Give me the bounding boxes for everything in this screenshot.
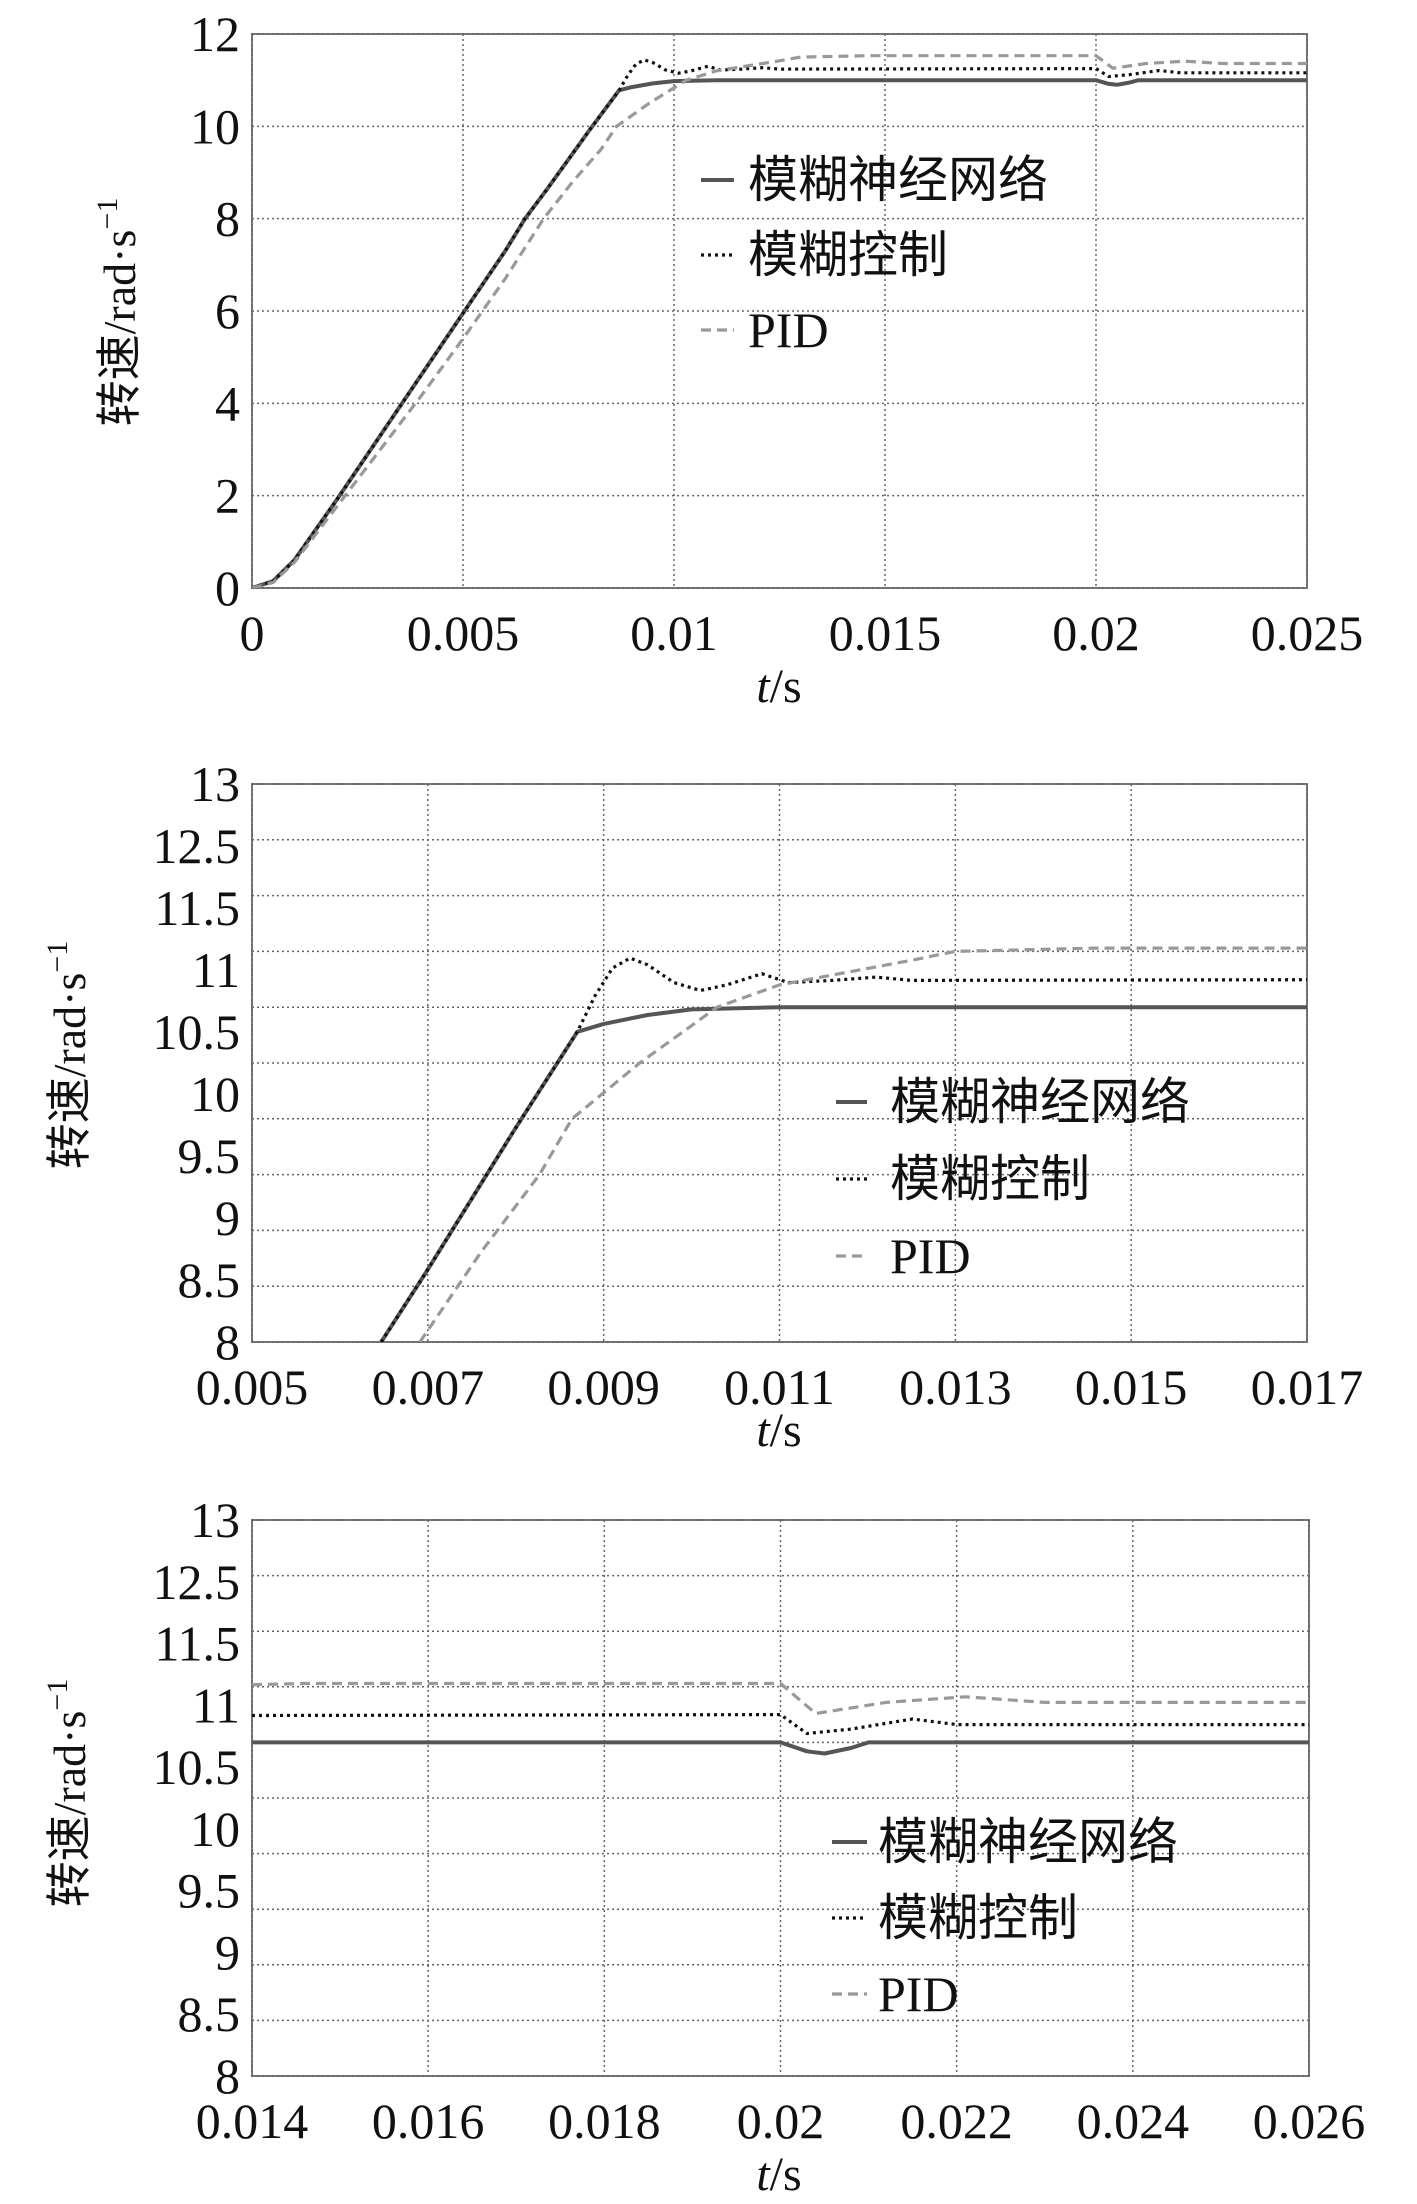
chart-panel-1: 0 0.005 0.01 0.015 0.02 0.025 12 10 8 6 4 2 0 模糊神经网络模… bbox=[91, 6, 1363, 713]
x-axis-label-variable: t bbox=[756, 2148, 771, 2201]
y-tick-label: 12 bbox=[190, 6, 240, 62]
x-tick-label: 0.026 bbox=[1253, 2093, 1366, 2149]
x-axis-label-unit: /s bbox=[770, 1404, 802, 1457]
y-tick-label: 0 bbox=[215, 560, 240, 616]
y-tick-label: 9 bbox=[215, 1924, 240, 1980]
y-tick-label: 10 bbox=[190, 98, 240, 154]
y-axis-label-exponent: −1 bbox=[41, 1679, 74, 1711]
chart-panel-3: 0.014 0.016 0.018 0.02 0.022 0.024 0.026 13 12.5… bbox=[41, 1492, 1365, 2201]
y-tick-label: 9.5 bbox=[178, 1128, 241, 1184]
x-axis-label-variable: t bbox=[756, 660, 771, 713]
y-axis-label-exponent: −1 bbox=[91, 198, 124, 230]
y-tick-label: 10.5 bbox=[153, 1004, 241, 1060]
x-tick-label: 0.011 bbox=[724, 1359, 835, 1415]
series-group bbox=[252, 1740, 1309, 1756]
y-tick-label: 8.5 bbox=[178, 1252, 241, 1308]
x-tick-label: 0.014 bbox=[196, 2093, 309, 2149]
x-tick-label: 0.02 bbox=[737, 2093, 825, 2149]
x-tick-label: 0.013 bbox=[899, 1359, 1012, 1415]
x-axis-label: t/s bbox=[756, 1404, 801, 1457]
y-tick-label: 8 bbox=[215, 191, 240, 247]
x-tick-label: 0.01 bbox=[630, 605, 718, 661]
x-tick-label: 0.009 bbox=[547, 1359, 660, 1415]
chart-panel-2: 0.005 0.007 0.009 0.011 0.013 0.015 0.017 13 12.… bbox=[41, 756, 1363, 1457]
x-tick-label: 0.016 bbox=[372, 2093, 485, 2149]
x-axis-label: t/s bbox=[756, 660, 801, 713]
series-group bbox=[252, 54, 1307, 588]
plot-area bbox=[251, 1519, 1310, 2077]
y-tick-label: 11.5 bbox=[154, 1616, 240, 1672]
legend-label: 模糊控制 bbox=[878, 1890, 1078, 1946]
x-tick-label: 0 bbox=[240, 605, 265, 661]
legend-label: 模糊控制 bbox=[890, 1151, 1090, 1207]
legend-label: 模糊控制 bbox=[748, 227, 948, 283]
x-axis-label-variable: t bbox=[756, 1404, 771, 1457]
legend-label: PID bbox=[748, 302, 829, 358]
x-tick-label: 0.017 bbox=[1251, 1359, 1364, 1415]
y-tick-label: 10 bbox=[190, 1801, 240, 1857]
series-group bbox=[379, 956, 1307, 1342]
y-tick-label: 8.5 bbox=[178, 1986, 241, 2042]
series-group bbox=[252, 58, 1307, 588]
y-axis-label: 转速/rad·s−1 bbox=[41, 1679, 95, 1908]
series-line-1 bbox=[252, 1740, 1309, 1756]
y-axis-label-exponent: −1 bbox=[41, 941, 74, 973]
y-tick-label: 13 bbox=[190, 1492, 240, 1548]
y-tick-label: 11 bbox=[192, 1677, 240, 1733]
x-axis-label-unit: /s bbox=[770, 660, 802, 713]
x-tick-label: 0.018 bbox=[548, 2093, 661, 2149]
x-axis-label-unit: /s bbox=[770, 2148, 802, 2201]
series-line-3 bbox=[252, 1681, 1309, 1716]
y-tick-label: 11 bbox=[192, 942, 240, 998]
x-tick-label: 0.005 bbox=[407, 605, 520, 661]
y-tick-label: 13 bbox=[190, 756, 240, 812]
y-tick-label: 9 bbox=[215, 1190, 240, 1246]
y-tick-label: 12.5 bbox=[153, 818, 241, 874]
y-tick-label: 10.5 bbox=[153, 1739, 241, 1795]
x-tick-label: 0.025 bbox=[1251, 605, 1364, 661]
x-tick-label: 0.015 bbox=[1075, 1359, 1188, 1415]
legend-label: PID bbox=[878, 1966, 959, 2022]
legend-label: 模糊神经网络 bbox=[890, 1074, 1190, 1130]
y-tick-label: 10 bbox=[190, 1066, 240, 1122]
y-tick-label: 2 bbox=[215, 468, 240, 524]
y-axis-label: 转速/rad·s−1 bbox=[91, 198, 145, 427]
series-group bbox=[418, 946, 1307, 1342]
y-tick-label: 8 bbox=[215, 2048, 240, 2104]
y-tick-label: 4 bbox=[215, 375, 240, 431]
legend-label: 模糊神经网络 bbox=[878, 1814, 1178, 1870]
x-tick-label: 0.024 bbox=[1077, 2093, 1190, 2149]
x-axis-label: t/s bbox=[756, 2148, 801, 2201]
x-tick-label: 0.005 bbox=[196, 1359, 309, 1415]
y-tick-label: 8 bbox=[215, 1314, 240, 1370]
y-tick-label: 11.5 bbox=[154, 880, 240, 936]
x-tick-label: 0.022 bbox=[900, 2093, 1013, 2149]
series-line-3 bbox=[252, 54, 1307, 588]
y-tick-label: 6 bbox=[215, 283, 240, 339]
legend-label: 模糊神经网络 bbox=[748, 152, 1048, 208]
y-tick-label: 9.5 bbox=[178, 1863, 241, 1919]
x-tick-label: 0.007 bbox=[372, 1359, 485, 1415]
series-line-3 bbox=[418, 946, 1307, 1342]
series-line-2 bbox=[252, 58, 1307, 588]
y-tick-label: 12.5 bbox=[153, 1554, 241, 1610]
y-axis-label: 转速/rad·s−1 bbox=[41, 941, 95, 1170]
legend-label: PID bbox=[890, 1228, 971, 1284]
series-group bbox=[252, 1681, 1309, 1716]
series-line-2 bbox=[379, 956, 1307, 1342]
x-tick-label: 0.015 bbox=[829, 605, 942, 661]
x-tick-label: 0.02 bbox=[1052, 605, 1140, 661]
